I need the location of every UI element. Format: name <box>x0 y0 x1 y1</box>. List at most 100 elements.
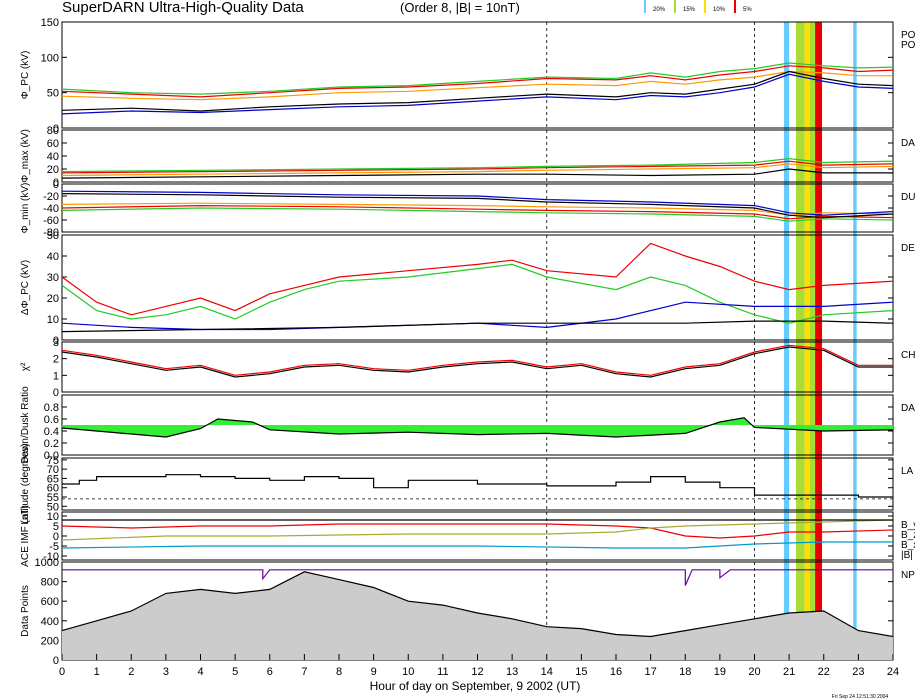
xtick-label-16: 16 <box>610 666 622 678</box>
ylabel-8: Data Points <box>20 585 31 637</box>
xtick-label-17: 17 <box>645 666 657 678</box>
xtick-label-6: 6 <box>267 666 273 678</box>
ytick-label-3-0: 0 <box>53 335 59 347</box>
series-4-0 <box>61 344 893 376</box>
ytick-label-3-4: 40 <box>47 251 59 263</box>
highlight-band-0 <box>783 22 790 660</box>
legend-label-2: 10% <box>713 7 726 13</box>
ytick-label-5-0: 0.0 <box>44 450 59 462</box>
xtick-label-23: 23 <box>852 666 864 678</box>
xtick-label-7: 7 <box>301 666 307 678</box>
series-0-2 <box>61 70 893 101</box>
ytick-label-1-4: 80 <box>47 125 59 137</box>
ytick-label-1-3: 60 <box>47 138 59 150</box>
series-2-4 <box>61 190 894 216</box>
figure-subtitle: (Order 8, |B| = 10nT) <box>400 0 520 15</box>
ytick-label-5-1: 0.2 <box>44 438 59 450</box>
series-8-1 <box>62 569 893 586</box>
legend: 20% 15% 10% 5% <box>644 0 752 13</box>
ytick-label-3-1: 10 <box>47 314 59 326</box>
ytick-label-2-3: -20 <box>43 191 59 203</box>
ytick-label-4-0: 0 <box>53 387 59 399</box>
ytick-label-0-2: 100 <box>41 52 59 64</box>
xtick-label-3: 3 <box>163 666 169 678</box>
ytick-label-8-0: 0 <box>53 655 59 667</box>
legend-label-3: 5% <box>743 7 752 13</box>
series-1-1 <box>61 157 894 173</box>
series-fill-5-0 <box>62 417 893 437</box>
series-1-2 <box>61 163 894 177</box>
ytick-label-7-4: 10 <box>47 511 59 523</box>
panel-frame-0 <box>61 21 894 129</box>
ytick-label-2-4: 0 <box>53 179 59 191</box>
xtick-label-19: 19 <box>714 666 726 678</box>
xtick-label-12: 12 <box>471 666 483 678</box>
ytick-label-8-1: 200 <box>41 635 59 647</box>
series-fill-8-0 <box>62 571 893 660</box>
xtick-label-1: 1 <box>94 666 100 678</box>
series-5-0 <box>61 417 894 438</box>
series-0-1 <box>61 62 894 95</box>
series-0-3 <box>61 70 894 112</box>
series-3-1 <box>61 263 894 324</box>
ytick-label-5-4: 0.8 <box>44 402 59 414</box>
x-axis-label: Hour of day on September, 9 2002 (UT) <box>370 679 581 693</box>
highlight-band-2 <box>804 22 810 660</box>
highlight-bands <box>783 22 857 660</box>
ylabel-7: ACE IMF (nT) <box>20 505 31 567</box>
ytick-label-1-0: 0 <box>53 177 59 189</box>
panel-4: 0 1 2 3 χ² CH <box>20 337 915 399</box>
ytick-label-1-1: 20 <box>47 164 59 176</box>
ytick-label-7-3: 5 <box>53 521 59 533</box>
right-label-1-0: DA <box>901 138 915 149</box>
highlight-band-3 <box>809 22 816 660</box>
ytick-label-6-5: 75 <box>47 455 59 467</box>
ytick-label-6-4: 70 <box>47 464 59 476</box>
ytick-label-0-1: 50 <box>47 88 59 100</box>
right-label-2-0: DU <box>901 192 915 203</box>
xtick-label-21: 21 <box>783 666 795 678</box>
series-7-2 <box>61 541 893 549</box>
right-label-7-0: B_y <box>901 520 915 531</box>
xtick-label-13: 13 <box>506 666 518 678</box>
legend-label-1: 15% <box>683 7 696 13</box>
right-label-8-0: NP <box>901 570 915 581</box>
xtick-label-14: 14 <box>541 666 553 678</box>
right-label-6-0: LA <box>901 466 914 477</box>
series-1-0 <box>61 160 894 174</box>
right-label-0-0: PO <box>901 30 915 41</box>
ytick-label-6-2: 60 <box>47 483 59 495</box>
right-label-4-0: CH <box>901 350 915 361</box>
ytick-label-7-2: 0 <box>53 531 59 543</box>
ytick-label-3-2: 20 <box>47 293 59 305</box>
ytick-label-8-2: 400 <box>41 616 59 628</box>
series-2-1 <box>61 207 894 222</box>
xtick-label-8: 8 <box>336 666 342 678</box>
xtick-label-20: 20 <box>748 666 760 678</box>
xtick-label-22: 22 <box>818 666 830 678</box>
ylabel-2: Φ_min (kV) <box>20 183 31 234</box>
series-1-3 <box>61 168 893 179</box>
right-label-0-1: PO <box>901 40 915 51</box>
ytick-label-5-3: 0.6 <box>44 414 59 426</box>
xtick-label-15: 15 <box>575 666 587 678</box>
panel-8: 0 200 400 600 800 1000 Data Points NP <box>20 557 915 667</box>
ytick-label-4-1: 1 <box>53 370 59 382</box>
series-3-3 <box>61 320 894 333</box>
xtick-label-4: 4 <box>197 666 203 678</box>
xtick-label-2: 2 <box>128 666 134 678</box>
series-0-4 <box>61 73 894 115</box>
series-7-0 <box>61 523 894 539</box>
timestamp: Fri Sep 24 12:51:30 2004 <box>832 694 889 700</box>
right-label-7-1: B_z <box>901 530 915 541</box>
series-2-3 <box>61 193 894 219</box>
series-4-1 <box>61 346 893 378</box>
ytick-label-6-0: 50 <box>47 501 59 513</box>
ytick-label-8-3: 600 <box>41 596 59 608</box>
